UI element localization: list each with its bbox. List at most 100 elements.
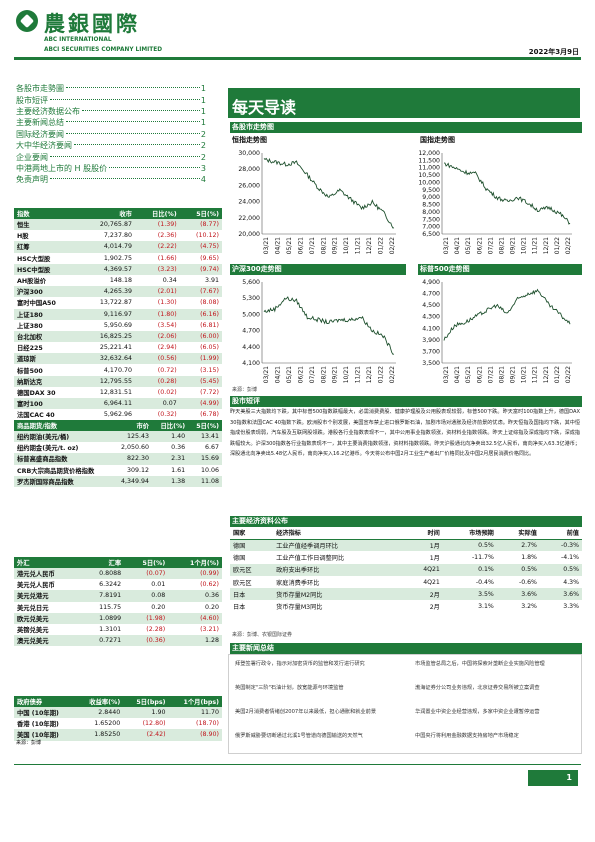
column-header: 外汇 [14,557,82,568]
toc-item[interactable]: 免责声明 4 [16,174,206,185]
toc-dot-leader [82,109,200,111]
table-row: 欧元区 家庭消费季环比 4Q21 -0.4% -0.6% 4.3% [230,576,582,588]
table-cell: 1.0899 [81,612,125,624]
indices-table: 指数 收市 日比(%) 5日(%) 恒生 20,765.87 (1.39) (8.77) H股 7… [14,208,222,420]
x-tick-label: 05/21 [286,237,293,254]
table-cell: (1.98) [124,612,169,624]
x-tick-label: 01/22 [554,366,561,383]
table-cell: HSC大型股 [17,255,51,263]
x-tick-label: 03/21 [263,237,270,254]
news-item: 俄罗斯威胁要切断通过北溪1号管道向德国输送的天然气 [235,733,363,739]
toc-item-page: 1 [200,106,206,116]
y-tick-label: 4,500 [422,302,440,309]
toc-dot-leader [50,155,200,157]
x-tick-label: 08/21 [320,237,327,254]
news-item: 拜登签署行政令，指示对加密货币的监管和发行进行研究 [235,661,365,667]
x-tick-label: 11/21 [355,366,362,383]
table-cell: 7,237.80 [103,232,132,240]
column-header: 收市 [79,208,135,219]
x-tick-label: 10/21 [343,366,350,383]
table-cell: 1.28 [168,635,222,647]
econ-source: 来源：彭博、农银国际证券 [232,632,293,638]
x-tick-label: 01/22 [378,366,385,383]
toc-item-page: 3 [200,163,206,173]
table-cell: 美元兑日元 [17,604,49,612]
table-cell: (8.77) [179,219,222,231]
toc-item-label: 大中华经济要闻 [16,141,72,151]
column-header: 实际值 [496,527,540,540]
table-cell: (2.01) [134,286,180,298]
table-row: 英镑兑美元 1.3101 (2.28) (3.21) [14,624,222,635]
x-tick-label: 08/21 [320,366,327,383]
column-header: 5日(%) [188,420,222,431]
table-cell: 0.5% [442,539,497,552]
x-tick-label: 06/21 [297,366,304,383]
table-cell: 3.91 [204,277,219,285]
table-cell: 2.8440 [75,707,124,719]
column-header: 前值 [539,527,582,540]
table-cell: 政府支出季环比 [273,563,404,576]
table-cell: (4.60) [168,612,222,624]
table-cell: 15.69 [188,453,222,465]
table-cell: 2.7% [496,539,540,552]
table-row: 香港 (10年期) 1.65200 (12.80) (18.70) [14,718,222,729]
toc-dot-leader [50,178,200,180]
table-cell: -0.6% [518,578,537,586]
table-cell: 台北加权 [14,330,80,343]
table-cell: 上证180 [14,308,80,320]
y-tick-label: 9,500 [422,187,440,194]
toc-item[interactable]: 主要新闻总结 1 [16,117,206,128]
table-cell: HSC中型股 [14,263,80,275]
table-cell: 12,831.51 [99,388,132,396]
news-box: 拜登签署行政令，指示对加密货币的监管和发行进行研究 英国制定"三阶"石油计划，放宽… [228,654,582,754]
table-cell: 4.3% [563,578,579,586]
table-cell: 香港 (10年期) [17,721,59,729]
toc-item-label: 中港两地上市的 H 股股价 [16,163,108,173]
table-header-row: 政府债券 收益率(%) 5日(bps) 1个月(bps) [14,696,222,707]
table-cell: 日本 [230,588,274,601]
x-tick-label: 04/21 [454,366,461,383]
column-header: 市场预期 [442,527,497,540]
table-cell: (10.12) [196,232,219,240]
x-tick-label: 04/21 [274,366,281,383]
table-cell: 美元兑港元 [14,590,82,602]
y-tick-label: 5,300 [242,295,260,302]
table-cell: 4Q21 [423,578,440,586]
table-cell: 1.61 [171,466,186,474]
toc-item[interactable]: 中港两地上市的 H 股股价 3 [16,163,206,174]
toc-item[interactable]: 股市短评 1 [16,94,206,105]
table-cell: 纳斯达克 [14,375,80,387]
x-tick-label: 01/22 [378,237,385,254]
table-row: 澳元兑美元 0.7271 (0.36) 1.28 [14,635,222,647]
table-cell: (0.02) [157,388,177,396]
x-tick-label: 12/21 [543,366,550,383]
toc-item[interactable]: 主要经济数据公布 1 [16,106,206,117]
hsi-line-chart: 30,000 28,000 26,000 24,000 22,000 20,00003/2… [238,150,396,254]
table-row: 港元兑人民币 0.8088 (0.07) (0.99) [14,568,222,580]
table-cell: 125.43 [111,431,153,443]
fx-table: 外汇 汇率 5日(%) 1个月(%) 港元兑人民币 0.8088 (0.07) (0.99) 美… [14,557,222,647]
table-cell: -0.4% [475,578,494,586]
table-cell: 4,265.39 [79,286,135,298]
bonds-source: 来源：彭博 [16,740,42,746]
toc-item[interactable]: 企业要闻 2 [16,151,206,162]
toc-item-page: 2 [200,141,206,151]
toc-item-label: 企业要闻 [16,152,48,162]
table-row: 德国 工业产值工作日调整同比 1月 -11.7% 1.8% -4.1% [230,551,582,563]
toc-item[interactable]: 国际经济要闻 2 [16,129,206,140]
y-tick-label: 24,000 [238,199,260,206]
toc-item[interactable]: 各股市走勢圖 1 [16,83,206,94]
y-tick-label: 30,000 [238,150,260,157]
table-cell: (3.21) [200,626,219,634]
column-header: 指数 [14,208,80,219]
table-cell: 3.1% [478,603,494,611]
toc-item[interactable]: 大中华经济要闻 2 [16,140,206,151]
table-cell: 纽约期金(美元/t. oz) [17,445,79,453]
table-cell: (1.30) [157,299,177,307]
hscei-line-chart: 12,00011,50011,00010,50010,0009,5009,000… [418,150,572,254]
y-tick-label: 3,900 [422,337,440,344]
y-tick-label: 10,000 [418,179,440,186]
table-cell: 工业产值经季调月环比 [273,539,404,552]
column-header: 商品期货/指数 [14,420,112,431]
table-row: 纽约期油(美元/桶) 125.43 1.40 13.41 [14,431,222,443]
